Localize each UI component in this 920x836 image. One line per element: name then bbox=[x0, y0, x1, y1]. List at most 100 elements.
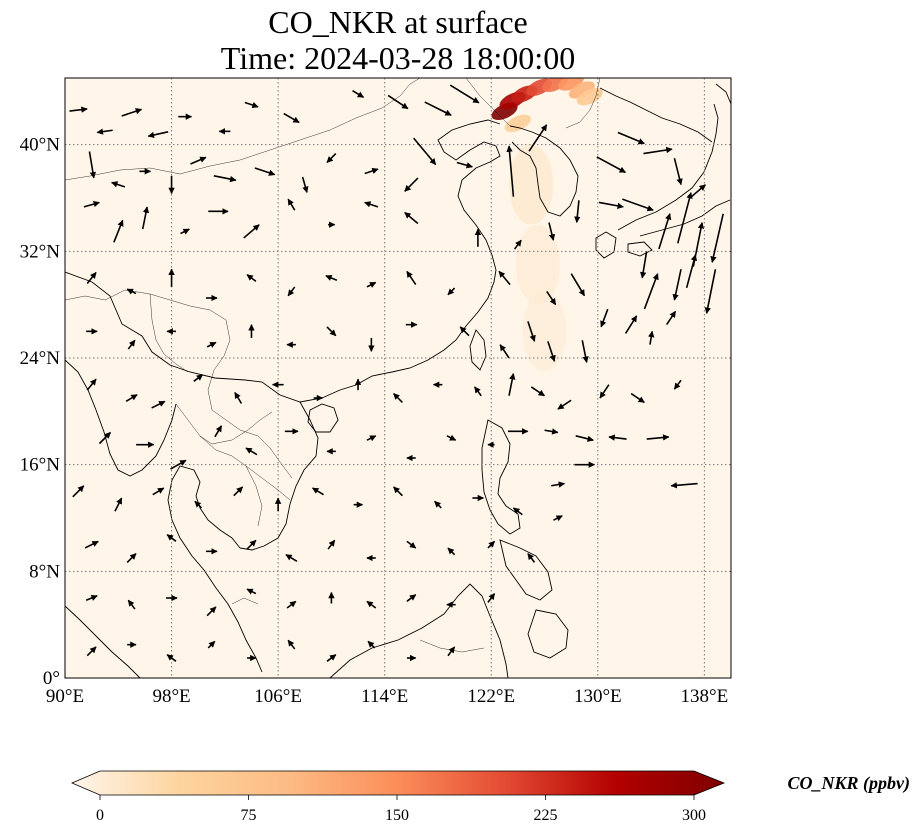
wind-arrow bbox=[608, 434, 627, 441]
coastline-north-coast bbox=[599, 87, 713, 143]
wind-arrow bbox=[364, 201, 379, 208]
wind-arrow bbox=[352, 90, 365, 98]
wind-arrow bbox=[207, 640, 216, 649]
x-tick-label: 138°E bbox=[681, 686, 729, 707]
plume-cell bbox=[515, 224, 560, 305]
wind-arrow bbox=[126, 553, 137, 563]
wind-arrow bbox=[312, 487, 324, 496]
wind-arrow bbox=[206, 341, 217, 348]
wind-arrow bbox=[447, 646, 456, 657]
wind-arrow bbox=[152, 487, 165, 496]
wind-arrow bbox=[113, 219, 124, 243]
coastline-taiwan bbox=[469, 329, 487, 371]
wind-arrow bbox=[393, 486, 403, 497]
wind-arrow bbox=[246, 588, 257, 595]
coastline-borneo bbox=[329, 583, 509, 678]
wind-arrow bbox=[234, 391, 243, 404]
y-tick-label: 40°N bbox=[20, 135, 61, 156]
wind-arrow bbox=[127, 599, 136, 610]
wind-arrow bbox=[245, 447, 258, 456]
wind-arrow bbox=[498, 270, 511, 286]
wind-arrow bbox=[366, 435, 377, 442]
x-tick-label: 130°E bbox=[574, 686, 622, 707]
plume-cell bbox=[509, 144, 554, 225]
wind-arrow bbox=[194, 500, 203, 509]
y-tick-label: 0° bbox=[43, 668, 60, 689]
plume-cell bbox=[504, 114, 531, 133]
map-plot-area[interactable] bbox=[65, 78, 731, 678]
co-plume-layer bbox=[491, 78, 603, 372]
x-tick-label: 106°E bbox=[254, 686, 302, 707]
wind-arrow bbox=[528, 124, 548, 152]
colorbar-tick-label: 75 bbox=[241, 807, 257, 824]
wind-arrow bbox=[96, 128, 113, 135]
wind-arrow bbox=[326, 153, 337, 163]
wind-arrow bbox=[246, 539, 257, 550]
wind-arrow bbox=[487, 593, 496, 603]
wind-arrow bbox=[449, 84, 480, 104]
colorbar-tick-label: 0 bbox=[96, 807, 104, 824]
wind-arrow bbox=[575, 435, 594, 442]
wind-arrow bbox=[551, 481, 566, 488]
wind-arrow bbox=[286, 600, 297, 609]
wind-arrow bbox=[673, 379, 682, 390]
wind-arrow bbox=[86, 272, 97, 284]
y-axis-ticks: 0° 8°N 16°N 24°N 32°N 40°N bbox=[20, 135, 61, 689]
wind-arrow bbox=[508, 373, 516, 396]
coastline-vietnam bbox=[239, 401, 319, 551]
wind-arrow bbox=[206, 606, 217, 617]
wind-arrow bbox=[447, 287, 456, 296]
colorbar-body bbox=[70, 770, 726, 796]
wind-arrow bbox=[658, 213, 672, 250]
wind-arrow bbox=[598, 201, 624, 209]
wind-arrow bbox=[283, 112, 300, 124]
x-axis-ticks: 90°E 98°E 106°E 114°E 122°E 130°E 138°E bbox=[46, 686, 728, 707]
y-tick-label: 16°N bbox=[20, 455, 61, 476]
wind-arrow bbox=[685, 254, 698, 289]
wind-arrow bbox=[121, 108, 143, 117]
wind-arrow bbox=[487, 540, 496, 549]
wind-arrow bbox=[244, 101, 259, 109]
wind-arrow bbox=[243, 224, 260, 239]
wind-arrow bbox=[147, 131, 169, 139]
y-tick-label: 32°N bbox=[20, 241, 61, 262]
wind-arrow bbox=[366, 281, 377, 288]
wind-arrow bbox=[672, 269, 682, 301]
wind-arrow bbox=[166, 534, 177, 542]
wind-arrow bbox=[513, 239, 522, 250]
wind-arrow bbox=[366, 600, 377, 609]
wind-arrow bbox=[557, 399, 572, 410]
wind-arrow bbox=[640, 251, 648, 279]
coastline-sumatra bbox=[65, 605, 141, 678]
wind-arrow bbox=[246, 274, 257, 282]
wind-arrow bbox=[367, 640, 376, 649]
wind-arrow bbox=[622, 198, 654, 212]
map-frame bbox=[64, 77, 732, 679]
wind-arrow bbox=[512, 507, 523, 516]
wind-arrow bbox=[325, 274, 338, 281]
coastline-mindanao bbox=[527, 609, 569, 659]
wind-arrow bbox=[546, 290, 557, 306]
wind-arrow bbox=[83, 200, 100, 208]
wind-arrow bbox=[85, 594, 98, 601]
wind-arrow bbox=[446, 434, 457, 441]
coastline-hainan bbox=[307, 403, 339, 433]
x-tick-label: 122°E bbox=[467, 686, 515, 707]
wind-arrow bbox=[213, 175, 237, 183]
coastline-thailand bbox=[167, 465, 263, 673]
wind-arrow bbox=[190, 156, 207, 165]
wind-arrow bbox=[72, 485, 85, 498]
wind-arrow bbox=[180, 228, 190, 235]
wind-arrow bbox=[126, 288, 137, 295]
wind-arrow bbox=[617, 131, 645, 145]
y-tick-label: 8°N bbox=[29, 561, 60, 582]
wind-arrow bbox=[125, 394, 138, 402]
wind-arrow bbox=[84, 540, 99, 549]
coastline-korea bbox=[509, 125, 579, 217]
wind-arrow bbox=[287, 286, 296, 297]
wind-arrow bbox=[456, 161, 473, 169]
wind-arrow bbox=[506, 145, 515, 197]
wind-arrow bbox=[530, 386, 545, 397]
wind-arrow bbox=[301, 176, 309, 193]
